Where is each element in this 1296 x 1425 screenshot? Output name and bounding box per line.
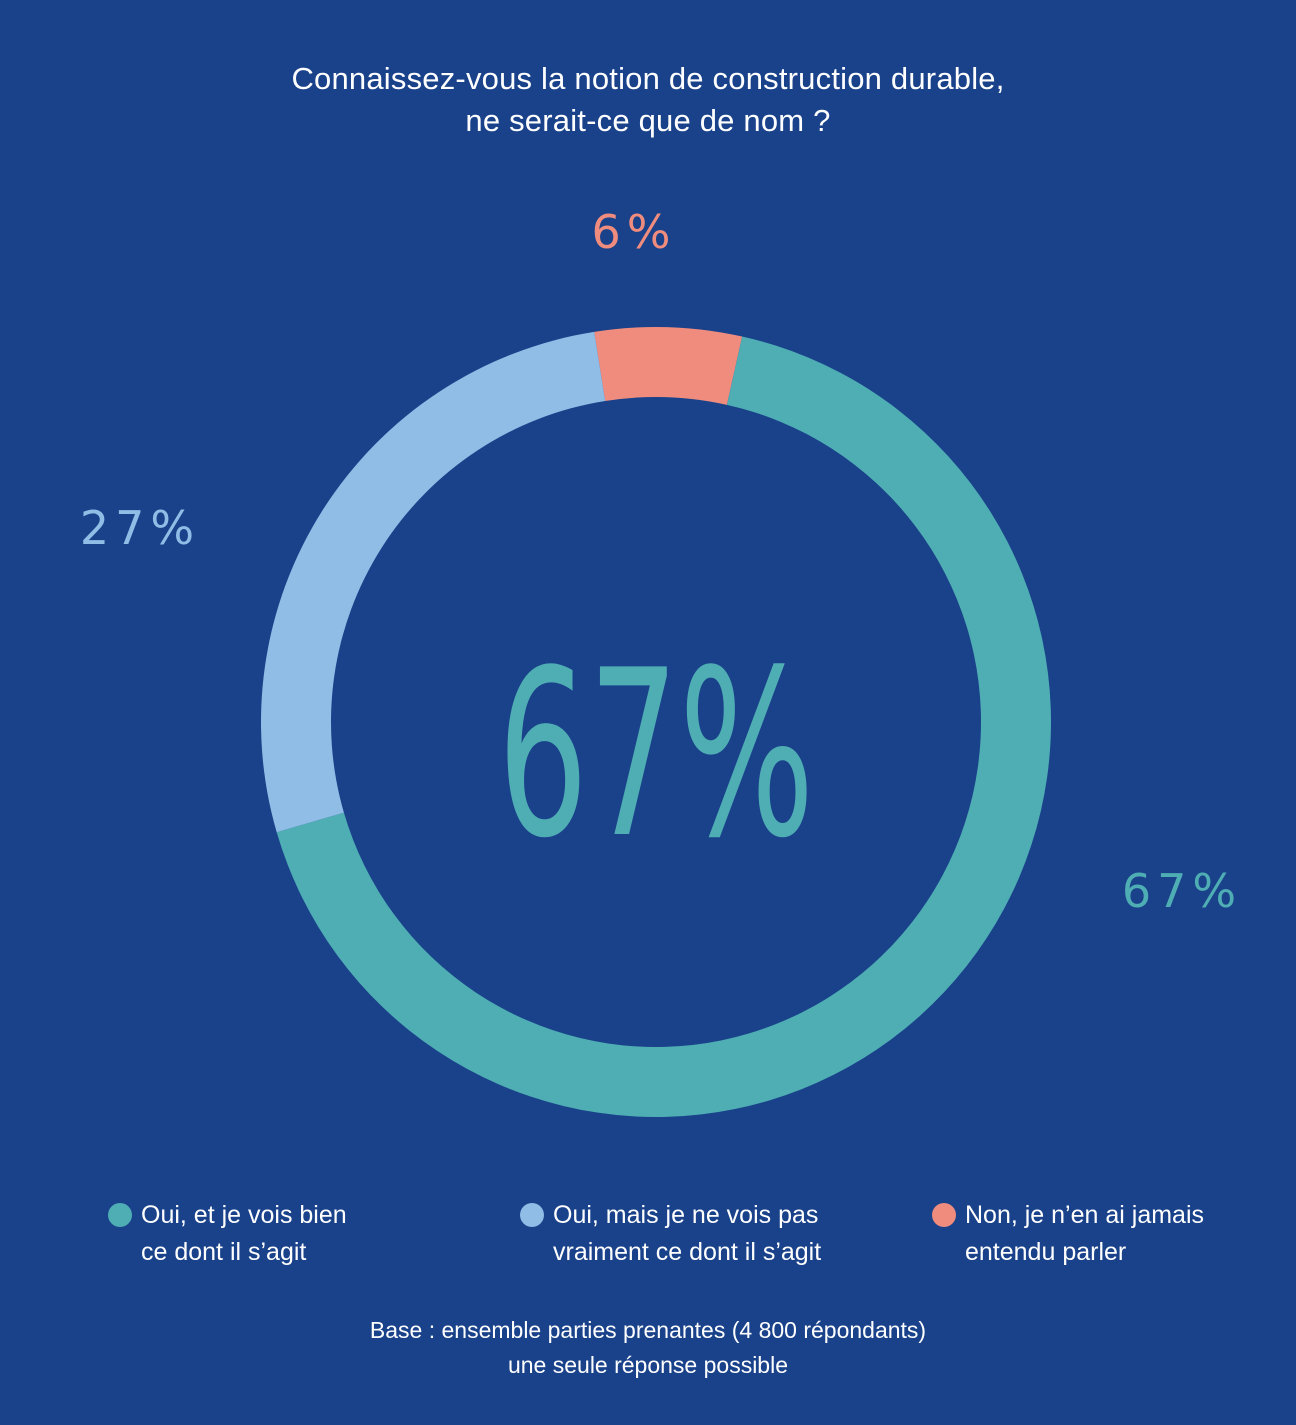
- legend-label-line1: Oui, mais je ne vois pas: [553, 1201, 819, 1229]
- legend-item-non: Non, je n’en ai jamais entendu parler: [932, 1198, 1204, 1271]
- donut-slice-non: [594, 327, 743, 405]
- legend-label-line2: vraiment ce dont il s’agit: [553, 1238, 822, 1266]
- legend-dot-oui-bien: [108, 1203, 132, 1227]
- legend-item-oui-bien: Oui, et je vois bien ce dont il s’agit: [108, 1198, 347, 1271]
- legend-label-oui-pas-vraiment: Oui, mais je ne vois pas vraiment ce don…: [553, 1197, 821, 1271]
- legend-label-non: Non, je n’en ai jamais entendu parler: [965, 1197, 1204, 1271]
- legend-dot-oui-pas-vraiment: [520, 1203, 544, 1227]
- chart-footnote: Base : ensemble parties prenantes (4 800…: [0, 1313, 1296, 1383]
- legend-dot-non: [932, 1203, 956, 1227]
- donut-slice-oui-pas-vraiment: [261, 331, 606, 833]
- donut-slices: [261, 327, 1052, 1117]
- legend-label-line1: Oui, et je vois bien: [141, 1201, 347, 1229]
- chart-title: Connaissez-vous la notion de constructio…: [0, 58, 1296, 142]
- footnote-line2: une seule réponse possible: [507, 1352, 789, 1378]
- legend-label-oui-bien: Oui, et je vois bien ce dont il s’agit: [141, 1197, 347, 1271]
- legend-label-line2: entendu parler: [965, 1238, 1127, 1266]
- slice-value-label-oui-pas-vraiment: 27%: [80, 501, 200, 555]
- slice-value-label-oui-bien: 67%: [1122, 864, 1242, 918]
- chart-title-line1: Connaissez-vous la notion de constructio…: [291, 61, 1005, 96]
- legend-label-line1: Non, je n’en ai jamais: [965, 1201, 1205, 1229]
- legend-item-oui-pas-vraiment: Oui, mais je ne vois pas vraiment ce don…: [520, 1198, 821, 1271]
- slice-value-label-non: 6%: [592, 205, 677, 259]
- donut-center-value: 67%: [498, 621, 815, 889]
- chart-legend: Oui, et je vois bien ce dont il s’agit O…: [0, 1198, 1296, 1278]
- footnote-line1: Base : ensemble parties prenantes (4 800…: [369, 1317, 927, 1343]
- chart-title-line2: ne serait-ce que de nom ?: [465, 103, 831, 138]
- legend-label-line2: ce dont il s’agit: [141, 1238, 307, 1266]
